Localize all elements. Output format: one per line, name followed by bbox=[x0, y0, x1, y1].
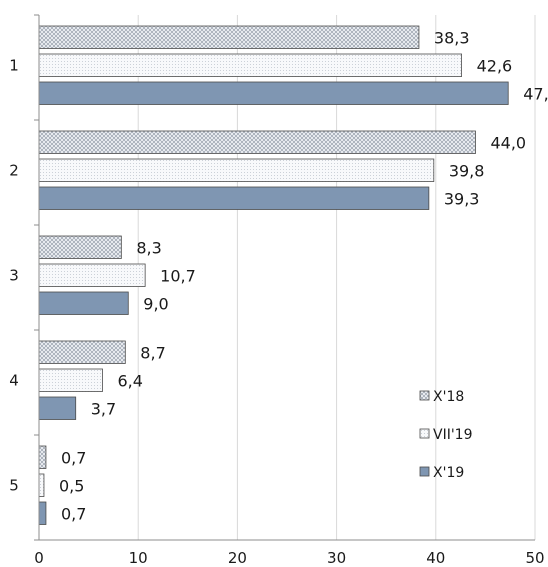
bar-series3-cat5 bbox=[38, 501, 47, 525]
value-label-series3-cat3: 9,0 bbox=[143, 294, 168, 313]
category-label-1: 1 bbox=[9, 56, 19, 74]
bar-series1-cat2 bbox=[38, 130, 476, 154]
legend-label-1: X'18 bbox=[433, 389, 464, 405]
legend: X'18 VII'19 X'19 bbox=[419, 389, 473, 481]
category-label-2: 2 bbox=[9, 161, 19, 179]
bar-series2-cat1 bbox=[38, 53, 462, 77]
bar-series1-cat4 bbox=[38, 340, 126, 364]
bar-series1-cat5 bbox=[38, 445, 47, 469]
value-label-series2-cat3: 10,7 bbox=[160, 266, 196, 285]
x-tick-label-50: 50 bbox=[525, 549, 544, 567]
category-label-3: 3 bbox=[9, 266, 19, 284]
value-labels: 38,3 42,6 47,3 44,0 39,8 39,3 8,3 10,7 9,0 8,7 6,4… bbox=[59, 28, 548, 523]
legend-swatch-3 bbox=[419, 466, 430, 477]
x-tick-label-30: 30 bbox=[327, 549, 346, 567]
category-label-4: 4 bbox=[9, 371, 19, 389]
x-tick-label-0: 0 bbox=[34, 549, 44, 567]
bar-series3-cat1 bbox=[38, 81, 509, 105]
bar-series2-cat2 bbox=[38, 158, 435, 182]
bar-series3-cat2 bbox=[38, 186, 430, 210]
value-label-series3-cat4: 3,7 bbox=[91, 399, 116, 418]
bar-series2-cat5 bbox=[38, 473, 45, 497]
value-label-series3-cat5: 0,7 bbox=[61, 504, 86, 523]
value-label-series3-cat1: 47,3 bbox=[523, 84, 548, 103]
bar-series2-cat3 bbox=[38, 263, 146, 287]
value-label-series2-cat2: 39,8 bbox=[449, 161, 485, 180]
value-label-series1-cat4: 8,7 bbox=[140, 343, 165, 362]
legend-label-3: X'19 bbox=[433, 465, 464, 481]
bar-series1-cat1 bbox=[38, 25, 420, 49]
bar-series2-cat4 bbox=[38, 368, 103, 392]
x-tick-label-40: 40 bbox=[426, 549, 445, 567]
bars bbox=[38, 25, 509, 525]
value-label-series1-cat3: 8,3 bbox=[136, 238, 161, 257]
value-label-series3-cat2: 39,3 bbox=[444, 189, 480, 208]
legend-swatch-2 bbox=[419, 428, 430, 439]
value-label-series2-cat5: 0,5 bbox=[59, 476, 84, 495]
legend-label-2: VII'19 bbox=[433, 427, 473, 443]
value-label-series2-cat1: 42,6 bbox=[477, 56, 513, 75]
x-tick-label-10: 10 bbox=[129, 549, 148, 567]
bar-series3-cat4 bbox=[38, 396, 77, 420]
value-label-series1-cat5: 0,7 bbox=[61, 448, 86, 467]
bar-series1-cat3 bbox=[38, 235, 122, 259]
value-label-series1-cat1: 38,3 bbox=[434, 28, 470, 47]
value-label-series2-cat4: 6,4 bbox=[117, 371, 142, 390]
bar-series3-cat3 bbox=[38, 291, 129, 315]
category-label-5: 5 bbox=[9, 476, 19, 494]
legend-swatch-1 bbox=[419, 390, 430, 401]
axes: 0 10 20 30 40 50 1 2 3 4 5 bbox=[9, 14, 545, 567]
x-tick-label-20: 20 bbox=[228, 549, 247, 567]
value-label-series1-cat2: 44,0 bbox=[490, 133, 526, 152]
